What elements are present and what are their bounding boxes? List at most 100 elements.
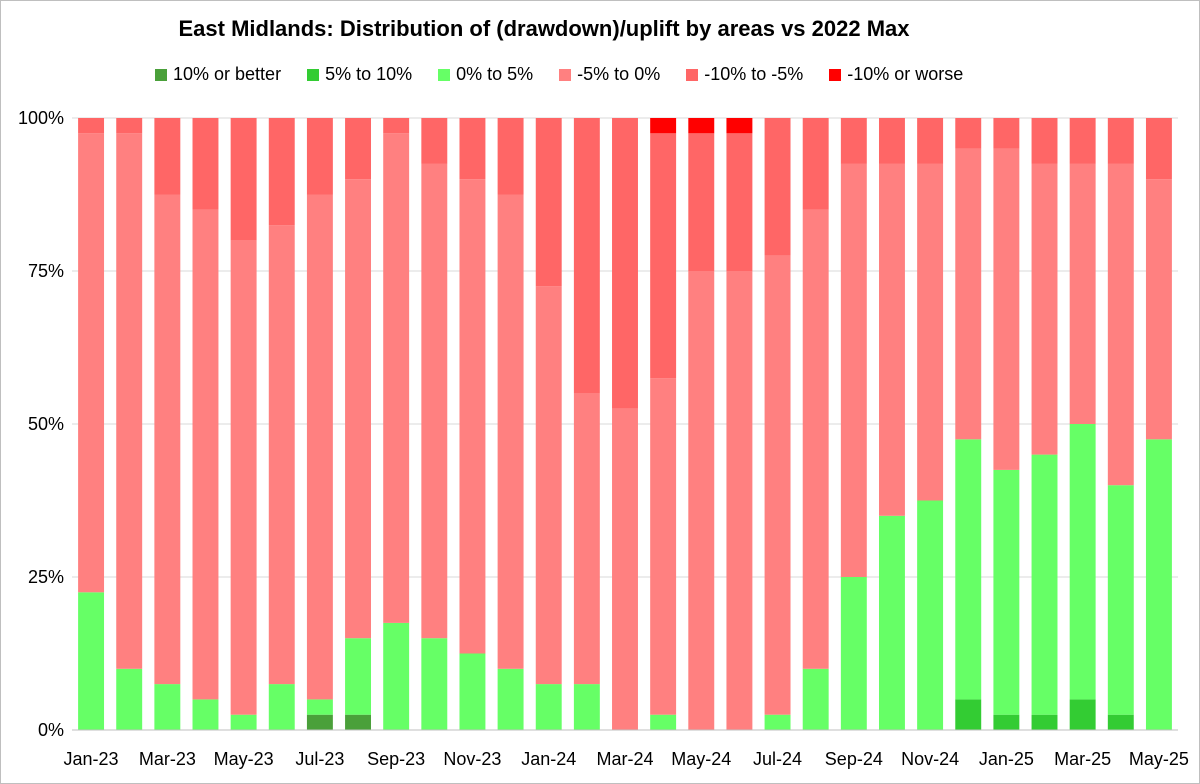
bar-segment [764,118,791,256]
bar-segment [1107,163,1134,486]
bar-segment [688,271,715,730]
bar-segment [764,255,791,715]
x-tick-label: Jan-24 [521,749,576,769]
chart-legend: 10% or better 5% to 10% 0% to 5% -5% to 0% -… [155,64,989,85]
bar-segment [1069,163,1096,424]
legend-item: 10% or better [155,64,281,85]
bar-segment [917,163,944,501]
bar-segment [383,133,410,623]
y-tick-label: 25% [28,567,64,587]
legend-item: -10% or worse [829,64,963,85]
legend-swatch [307,68,320,81]
bar-segment [917,500,944,730]
bar-segment [650,378,677,715]
bar-segment [993,118,1020,149]
bar-segment [421,118,448,164]
bar-segment [116,668,143,730]
bar-segment [78,592,105,730]
legend-label: -10% or worse [847,64,964,84]
bar-segment [878,515,905,730]
bar-segment [116,133,143,669]
bar-segment [840,163,867,577]
y-tick-label: 75% [28,261,64,281]
bar-segment [459,653,486,730]
bar-segment [1145,118,1172,180]
bar-segment [459,118,486,180]
chart-title: East Midlands: Distribution of (drawdown… [178,16,910,41]
bar-segment [726,133,753,271]
y-tick-label: 0% [38,720,64,740]
bar-segment [955,148,982,440]
bar-segment [1031,118,1058,164]
legend-label: 0% to 5% [456,64,534,84]
x-tick-label: Mar-24 [596,749,653,769]
bar-segment [764,714,791,730]
bar-segment [154,684,181,730]
bar-segment [497,118,524,195]
bar-segment [383,118,410,134]
bar-segment [535,684,562,730]
bar-segment [345,638,372,715]
x-tick-label: Jul-24 [753,749,802,769]
bar-segment [268,118,295,226]
bar-segment [917,118,944,164]
bar-segment [1069,118,1096,164]
legend-item: 5% to 10% [307,64,412,85]
bar-segment [726,271,753,730]
bar-segment [268,684,295,730]
x-tick-label: Sep-24 [825,749,883,769]
bar-segment [306,714,333,730]
bar-segment [573,684,600,730]
bar-segment [78,118,105,134]
legend-swatch [438,68,451,81]
bar-segment [1145,439,1172,730]
legend-label: -10% to -5% [704,64,804,84]
bar-segment [535,118,562,287]
bar-segment [802,668,829,730]
x-tick-label: Nov-24 [901,749,959,769]
bar-segment [230,240,257,715]
bar-segment [955,699,982,730]
bar-segment [1031,163,1058,455]
bar-segment [383,622,410,730]
bar-segment [421,638,448,730]
legend-item: -10% to -5% [686,64,803,85]
bar-segment [306,699,333,715]
bar-segment [459,179,486,654]
bar-segment [192,118,219,210]
x-tick-label: Nov-23 [443,749,501,769]
bar-segment [573,118,600,394]
bar-segment [154,118,181,195]
bar-segment [1107,118,1134,164]
bar-segment [497,194,524,669]
x-tick-label: Jan-25 [979,749,1034,769]
bar-segment [1069,699,1096,730]
y-tick-label: 100% [18,108,64,128]
bar-segment [497,668,524,730]
x-tick-label: Jul-23 [295,749,344,769]
bar-segment [345,179,372,639]
bar-segment [650,133,677,379]
x-tick-label: May-23 [214,749,274,769]
x-tick-label: Mar-25 [1054,749,1111,769]
bar-segment [192,699,219,730]
bar-segment [1031,714,1058,730]
bar-segment [688,133,715,271]
x-tick-label: Sep-23 [367,749,425,769]
bar-segment [688,118,715,134]
bar-segment [306,118,333,195]
bar-segment [154,194,181,685]
bar-segment [116,118,143,134]
bar-segment [230,714,257,730]
bar-segment [192,209,219,700]
bar-segment [1107,485,1134,715]
bar-segment [650,714,677,730]
legend-swatch [155,68,167,81]
legend-label: 5% to 10% [325,64,413,84]
bar-segment [993,148,1020,470]
bar-segment [345,118,372,180]
x-tick-label: Mar-23 [139,749,196,769]
bar-segment [535,286,562,685]
bar-segment [268,225,295,685]
